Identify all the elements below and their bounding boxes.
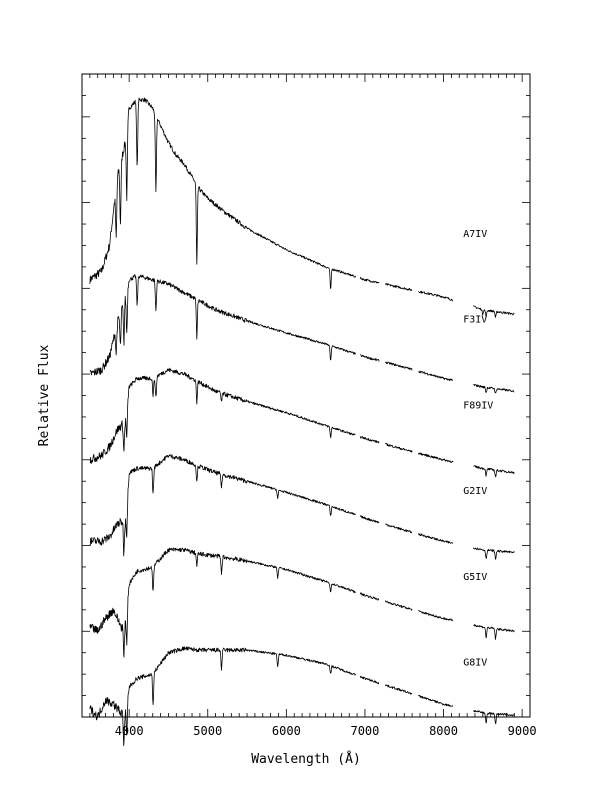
spectrum-line-f3iv [89, 274, 515, 394]
series-label: F3IV [463, 315, 487, 326]
series-label: F89IV [463, 400, 493, 411]
x-tick-label: 8000 [429, 724, 458, 738]
series-labels: A7IV F3IV F89IV G2IV G5IV G8IV [463, 229, 493, 669]
spectrum-line-g8iv [89, 646, 515, 747]
plot-frame [81, 73, 531, 718]
x-tick-label: 5000 [193, 724, 222, 738]
x-tick-label: 4000 [115, 724, 144, 738]
x-tick-labels: 4000 5000 6000 7000 8000 9000 [115, 724, 537, 738]
spectrum-line-g2iv [89, 454, 515, 560]
x-tick-label: 9000 [508, 724, 537, 738]
series-label: A7IV [463, 229, 487, 240]
series-label: G8IV [463, 658, 487, 669]
series-label: G5IV [463, 572, 487, 583]
x-tick-label: 7000 [350, 724, 379, 738]
spectra-series [89, 97, 515, 747]
series-label: G2IV [463, 486, 487, 497]
axis-ticks [82, 74, 530, 717]
spectrum-line-f89iv [89, 367, 515, 478]
spectrum-line-a7iv [89, 97, 515, 318]
y-axis-label: Relative Flux [37, 344, 52, 446]
spectrum-line-g5iv [89, 547, 515, 658]
x-axis-label: Wavelength (Å) [251, 751, 361, 767]
x-tick-label: 6000 [272, 724, 301, 738]
